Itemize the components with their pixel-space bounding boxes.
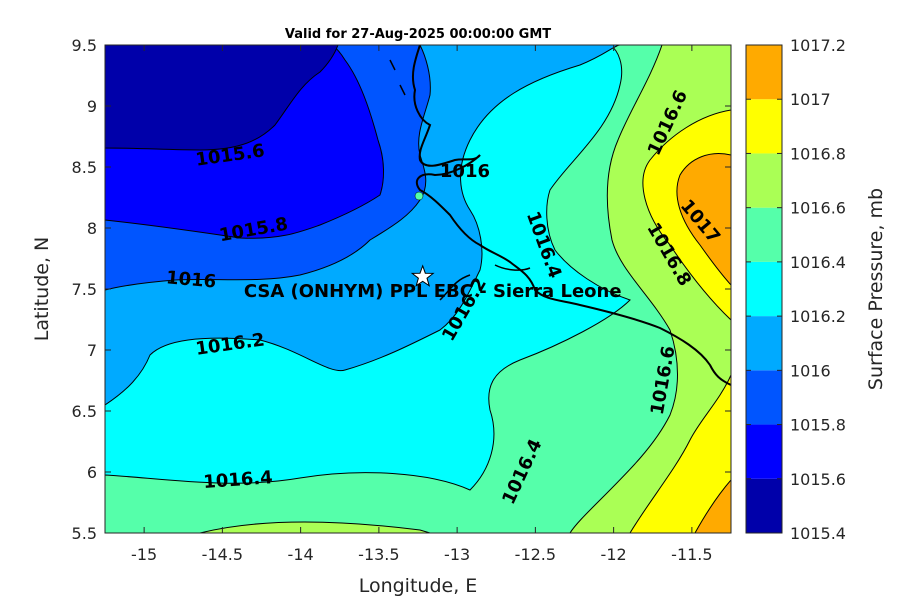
colorbar-segment <box>746 478 782 533</box>
colorbar-tick-label: 1017.2 <box>790 36 846 55</box>
contour-band-1016-6 <box>105 521 431 533</box>
x-tick-label: -14.5 <box>202 545 243 564</box>
colorbar-label: Surface Pressure, mb <box>865 188 887 390</box>
contour-label: 1016 <box>440 161 490 182</box>
colorbar-segment <box>746 45 782 100</box>
colorbar-frame <box>745 44 783 534</box>
colorbar-tick-label: 1015.4 <box>790 524 846 543</box>
y-tick-label: 8.5 <box>72 158 97 177</box>
y-tick-label: 8 <box>87 219 97 238</box>
x-tick-label: -12.5 <box>515 545 556 564</box>
colorbar-tick-label: 1015.6 <box>790 470 846 489</box>
x-tick-label: -13.5 <box>358 545 399 564</box>
y-tick-label: 7 <box>87 341 97 360</box>
contour-band-1015-4 <box>105 45 339 151</box>
contour-band-1017 <box>676 153 731 286</box>
contour-band-1016-4 <box>105 45 731 533</box>
colorbar-tick-label: 1015.8 <box>790 416 846 435</box>
x-axis-label: Longitude, E <box>359 575 478 597</box>
chart-title: Valid for 27-Aug-2025 00:00:00 GMT <box>285 27 551 42</box>
colorbar-segment <box>746 153 782 208</box>
contour-label: 1016.4 <box>203 467 274 493</box>
colorbar-segment <box>746 370 782 425</box>
colorbar-segment <box>746 99 782 154</box>
colorbar-segment <box>746 207 782 262</box>
y-tick-label: 7.5 <box>72 280 97 299</box>
colorbar-tick-label: 1016.4 <box>790 253 846 272</box>
x-tick-label: -12 <box>601 545 627 564</box>
contour-label: 1016 <box>165 267 217 292</box>
colorbar-tick-label: 1016.8 <box>790 144 846 163</box>
y-tick-label: 9.5 <box>72 36 97 55</box>
site-marker-group: CSA (ONHYM) PPL EBC - Sierra Leone <box>244 264 622 302</box>
colorbar-segment <box>746 261 782 317</box>
y-tick-label: 6.5 <box>72 402 97 421</box>
colorbar-tick-label: 1016.2 <box>790 307 846 326</box>
y-axis-ticks: 5.5 6 6.5 7 7.5 8 8.5 9 9.5 <box>72 36 731 543</box>
x-tick-label: -14 <box>288 545 314 564</box>
island-marker <box>414 191 424 201</box>
coastline <box>411 45 731 386</box>
colorbar-tick-label: 1016.6 <box>790 199 846 218</box>
x-tick-label: -11.5 <box>671 545 712 564</box>
site-star-icon <box>410 264 435 287</box>
y-axis-label: Latitude, N <box>31 237 53 342</box>
colorbar: 1015.4 1015.6 1015.8 1016 1016.2 1016.4 1016.6… <box>745 36 846 543</box>
y-tick-label: 6 <box>87 463 97 482</box>
x-tick-label: -15 <box>131 545 157 564</box>
colorbar-segment <box>746 424 782 479</box>
site-label: CSA (ONHYM) PPL EBC - Sierra Leone <box>244 281 622 302</box>
colorbar-tick-label: 1017 <box>790 90 831 109</box>
colorbar-tick-label: 1016 <box>790 361 831 380</box>
coastline-islands <box>389 59 531 301</box>
y-tick-label: 9 <box>87 97 97 116</box>
x-axis-ticks: -15 -14.5 -14 -13.5 -13 -12.5 -12 -11.5 <box>131 45 713 564</box>
contour-fill-layer <box>105 45 731 533</box>
colorbar-segment <box>746 316 782 371</box>
x-tick-label: -13 <box>444 545 470 564</box>
y-tick-label: 5.5 <box>72 524 97 543</box>
